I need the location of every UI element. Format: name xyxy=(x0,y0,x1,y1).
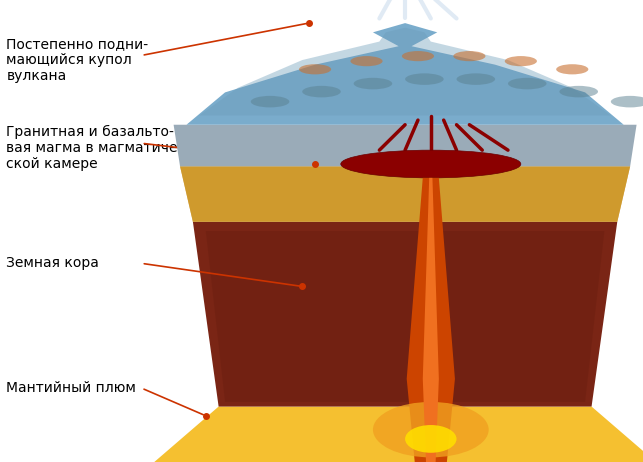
Polygon shape xyxy=(180,166,630,222)
Polygon shape xyxy=(180,166,630,222)
Ellipse shape xyxy=(302,86,341,97)
Ellipse shape xyxy=(405,425,457,453)
Ellipse shape xyxy=(354,78,392,89)
Polygon shape xyxy=(174,125,637,166)
Text: Мантийный плюм: Мантийный плюм xyxy=(6,381,136,395)
Polygon shape xyxy=(206,231,604,402)
Ellipse shape xyxy=(559,86,598,97)
Ellipse shape xyxy=(508,78,547,89)
Polygon shape xyxy=(407,178,455,462)
Polygon shape xyxy=(186,23,624,125)
Ellipse shape xyxy=(405,73,444,85)
Text: Земная кора: Земная кора xyxy=(6,256,99,270)
Ellipse shape xyxy=(457,73,495,85)
Ellipse shape xyxy=(350,56,383,66)
Ellipse shape xyxy=(402,51,434,61)
Ellipse shape xyxy=(556,64,588,74)
Ellipse shape xyxy=(341,150,521,178)
Ellipse shape xyxy=(373,402,489,457)
Ellipse shape xyxy=(505,56,537,66)
Ellipse shape xyxy=(453,51,485,61)
Text: Гранитная и базальто-
вая магма в магматиче-
ской камере: Гранитная и базальто- вая магма в магмат… xyxy=(6,125,183,171)
Ellipse shape xyxy=(299,64,331,74)
Text: Постепенно подни-
мающийся купол
вулкана: Постепенно подни- мающийся купол вулкана xyxy=(6,37,149,83)
Polygon shape xyxy=(423,178,439,462)
Polygon shape xyxy=(154,407,643,462)
Polygon shape xyxy=(199,28,611,116)
Ellipse shape xyxy=(251,96,289,107)
Polygon shape xyxy=(193,222,617,407)
Ellipse shape xyxy=(611,96,643,107)
